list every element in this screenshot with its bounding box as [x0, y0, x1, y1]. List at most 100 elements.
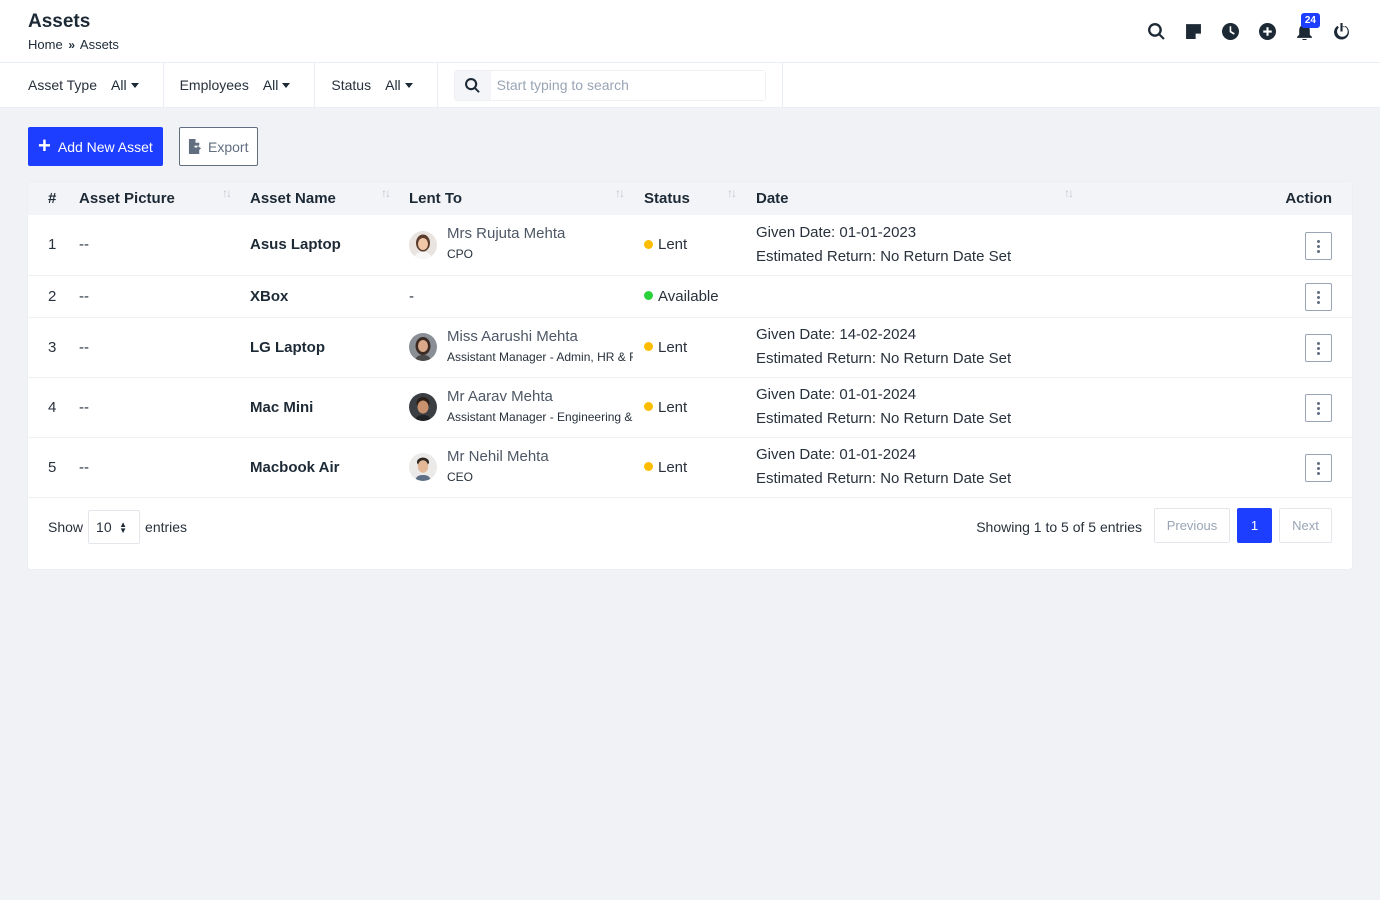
search-icon[interactable] [454, 70, 491, 100]
search-input[interactable] [490, 70, 765, 100]
employees-dropdown[interactable]: All [263, 77, 291, 93]
asset-name-link[interactable]: Macbook Air [250, 437, 409, 498]
power-icon[interactable] [1323, 20, 1360, 42]
status-dot-icon [644, 402, 653, 412]
employees-filter: Employees All [164, 62, 316, 108]
column-header-asset-name[interactable]: Asset Name ↑↓ [250, 182, 409, 215]
column-header-asset-picture[interactable]: Asset Picture ↑↓ [79, 182, 250, 215]
action-cell [1282, 215, 1352, 276]
table-row: 2 -- XBox - Available [28, 275, 1352, 318]
table-row: 4 -- Mac Mini Mr Aarav Mehta Assistant M… [28, 377, 1352, 438]
asset-name-link[interactable]: Mac Mini [250, 377, 409, 438]
action-cell [1282, 317, 1352, 378]
row-number: 3 [28, 317, 79, 378]
more-options-button[interactable] [1305, 232, 1332, 260]
status-cell: Lent [644, 377, 756, 438]
status-text: Available [658, 287, 719, 305]
asset-picture: -- [79, 275, 250, 318]
status-cell: Lent [644, 437, 756, 498]
previous-page-button[interactable]: Previous [1154, 508, 1230, 543]
page-length-select[interactable]: 10 ▲ ▼ [88, 510, 141, 544]
filter-label: Asset Type [28, 77, 98, 93]
row-number: 1 [28, 215, 79, 276]
estimated-return: Estimated Return: No Return Date Set [756, 247, 1012, 265]
header-label: Date [756, 190, 789, 207]
employee-info[interactable]: Mr Aarav Mehta Assistant Manager - Engin… [409, 387, 644, 428]
status-cell: Lent [644, 317, 756, 378]
sort-icon: ↑↓ [222, 186, 232, 200]
sticky-note-icon[interactable] [1175, 20, 1212, 42]
given-date: Given Date: 01-01-2024 [756, 386, 917, 403]
header-label: Status [644, 190, 690, 207]
breadcrumb-current: Assets [79, 37, 119, 52]
status-filter: Status All [315, 62, 438, 108]
page-length-value: 10 [96, 519, 112, 535]
breadcrumb-separator: » [68, 38, 75, 52]
table-header-row: # Asset Picture ↑↓ Asset Name ↑↓ Lent To ↑↓… [28, 182, 1352, 215]
notification-count-badge: 24 [1300, 13, 1320, 28]
table-row: 5 -- Macbook Air Mr Nehil Mehta CEO Lent [28, 437, 1352, 498]
asset-picture: -- [79, 437, 250, 498]
header-icon-group: 24 [1138, 13, 1360, 42]
dropdown-value: All [385, 77, 401, 93]
header-label: Asset Picture [79, 190, 175, 207]
caret-down-icon [130, 83, 139, 88]
table-info: Showing 1 to 5 of 5 entries [976, 519, 1142, 535]
assets-table: # Asset Picture ↑↓ Asset Name ↑↓ Lent To ↑↓… [28, 182, 1352, 498]
clock-icon[interactable] [1212, 20, 1249, 42]
asset-picture: -- [79, 215, 250, 276]
bell-icon[interactable]: 24 [1286, 13, 1323, 42]
status-dropdown[interactable]: All [385, 77, 413, 93]
employee-info[interactable]: Mr Nehil Mehta CEO [409, 447, 644, 488]
date-cell: Given Date: 01-01-2023 Estimated Return:… [756, 215, 1282, 276]
given-date: Given Date: 01-01-2023 [756, 223, 917, 241]
employee-name: Mr Aarav Mehta [447, 387, 553, 405]
more-options-button[interactable] [1305, 394, 1332, 423]
select-arrows-icon: ▲ ▼ [119, 520, 128, 535]
avatar [409, 230, 437, 259]
status-dot-icon [644, 342, 653, 352]
page-length-control: Show 10 ▲ ▼ entries [48, 510, 187, 544]
add-new-asset-button[interactable]: + Add New Asset [28, 127, 163, 166]
date-cell: Given Date: 01-01-2024 Estimated Return:… [756, 437, 1282, 498]
lent-to-cell: Miss Aarushi Mehta Assistant Manager - A… [409, 317, 644, 378]
header-label: Lent To [409, 190, 463, 207]
asset-name-link[interactable]: LG Laptop [250, 317, 409, 378]
plus-icon: + [38, 132, 51, 158]
given-date: Given Date: 01-01-2024 [756, 446, 917, 463]
column-header-status[interactable]: Status ↑↓ [644, 182, 756, 215]
date-cell: Given Date: 01-01-2024 Estimated Return:… [756, 377, 1282, 438]
export-button[interactable]: Export [179, 127, 258, 166]
header-label: Asset Name [250, 190, 336, 207]
column-header-lent-to[interactable]: Lent To ↑↓ [409, 182, 644, 215]
caret-down-icon [404, 83, 413, 88]
asset-name-link[interactable]: XBox [250, 275, 409, 318]
more-options-button[interactable] [1305, 334, 1332, 363]
employee-name: Mr Nehil Mehta [447, 447, 549, 465]
column-header-date[interactable]: Date ↑↓ [756, 182, 1282, 215]
more-options-button[interactable] [1305, 454, 1332, 483]
add-new-asset-label: Add New Asset [57, 138, 153, 155]
entries-label: entries [145, 519, 188, 535]
asset-type-dropdown[interactable]: All [111, 77, 139, 93]
dropdown-value: All [262, 77, 279, 93]
employee-info[interactable]: Mrs Rujuta Mehta CPO [409, 224, 644, 265]
search-icon[interactable] [1138, 20, 1175, 42]
more-options-button[interactable] [1305, 283, 1332, 312]
estimated-return: Estimated Return: No Return Date Set [756, 410, 1012, 427]
estimated-return: Estimated Return: No Return Date Set [756, 350, 1012, 367]
status-cell: Available [644, 275, 756, 318]
asset-name-link[interactable]: Asus Laptop [250, 215, 409, 276]
next-page-button[interactable]: Next [1279, 508, 1332, 543]
page-1-button[interactable]: 1 [1237, 508, 1272, 543]
employee-info[interactable]: Miss Aarushi Mehta Assistant Manager - A… [409, 327, 644, 368]
table-row: 3 -- LG Laptop Miss Aarushi Mehta Assist… [28, 317, 1352, 378]
employee-designation: Assistant Manager - Admin, HR & Finance [447, 349, 633, 364]
status-cell: Lent [644, 215, 756, 276]
avatar [409, 333, 437, 361]
breadcrumb-home-link[interactable]: Home [28, 37, 63, 52]
file-export-icon [188, 139, 202, 154]
caret-down-icon [282, 83, 291, 88]
plus-circle-icon[interactable] [1249, 20, 1286, 42]
filter-label: Status [331, 77, 372, 93]
